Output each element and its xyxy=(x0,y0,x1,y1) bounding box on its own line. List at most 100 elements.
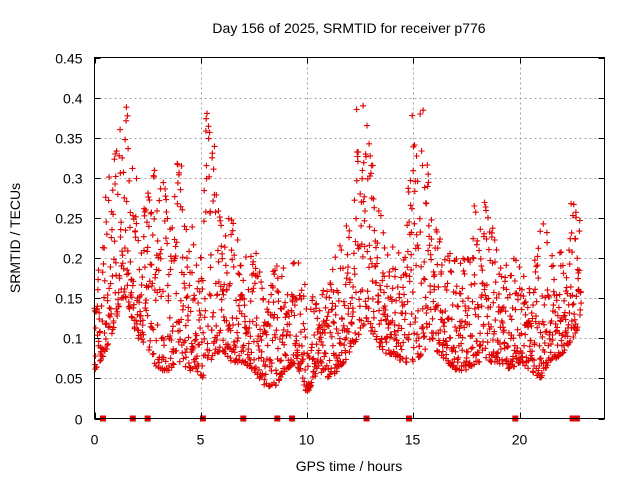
data-point xyxy=(447,335,454,342)
data-point xyxy=(109,273,116,280)
data-point xyxy=(476,341,483,348)
data-point xyxy=(233,297,240,304)
data-point xyxy=(475,349,482,356)
data-point xyxy=(405,189,412,195)
data-point xyxy=(549,337,556,344)
data-point xyxy=(191,295,198,302)
data-point xyxy=(424,162,431,168)
data-point xyxy=(428,256,435,263)
data-point xyxy=(340,322,347,329)
data-point xyxy=(278,273,285,280)
data-point xyxy=(293,296,300,303)
data-point xyxy=(410,167,417,174)
data-point xyxy=(241,296,248,303)
data-point xyxy=(346,234,352,241)
data-point xyxy=(247,360,254,367)
data-point xyxy=(111,156,118,163)
data-point xyxy=(144,244,151,251)
data-point xyxy=(270,299,277,306)
data-point xyxy=(324,288,331,295)
data-point xyxy=(137,308,144,315)
data-point xyxy=(578,300,585,307)
data-point xyxy=(108,310,115,317)
data-point xyxy=(327,329,334,336)
data-point xyxy=(278,369,285,376)
data-point xyxy=(160,288,166,295)
data-point xyxy=(414,331,421,338)
data-point xyxy=(145,194,152,201)
data-point xyxy=(321,326,327,333)
data-point xyxy=(451,344,458,351)
data-point xyxy=(342,349,349,356)
data-point xyxy=(110,324,117,331)
data-point xyxy=(411,188,418,195)
data-point xyxy=(101,244,108,251)
data-point xyxy=(395,322,402,329)
data-point xyxy=(552,328,559,335)
data-point xyxy=(525,365,532,372)
data-point xyxy=(574,255,581,262)
data-point xyxy=(441,319,448,326)
data-point xyxy=(166,314,173,321)
data-point xyxy=(258,337,265,344)
data-point xyxy=(143,307,150,314)
data-point xyxy=(343,223,350,229)
data-point xyxy=(211,350,218,357)
data-point xyxy=(135,327,142,334)
data-point xyxy=(400,339,407,346)
data-point xyxy=(403,359,410,366)
data-point xyxy=(156,286,163,293)
data-point xyxy=(522,362,528,369)
data-point xyxy=(126,303,133,309)
data-point xyxy=(102,194,109,201)
data-point xyxy=(339,316,346,323)
data-point xyxy=(344,251,351,258)
data-point xyxy=(485,214,491,221)
data-point xyxy=(254,338,261,345)
data-point xyxy=(258,348,265,355)
data-point xyxy=(556,291,563,298)
data-point xyxy=(236,271,243,278)
data-point xyxy=(484,339,491,346)
data-point xyxy=(157,250,164,257)
data-point xyxy=(184,293,191,300)
data-point xyxy=(110,211,117,218)
data-point xyxy=(502,274,509,281)
data-point xyxy=(481,199,488,206)
data-point xyxy=(530,369,537,376)
data-point xyxy=(408,251,415,258)
data-point xyxy=(294,352,301,359)
data-point xyxy=(210,166,217,173)
data-point xyxy=(133,220,140,227)
data-point xyxy=(149,232,156,239)
data-point xyxy=(384,313,391,320)
data-point xyxy=(413,231,420,238)
data-point xyxy=(273,327,280,334)
y-tick-label: 0.05 xyxy=(55,371,82,387)
data-point xyxy=(404,264,411,271)
data-point xyxy=(217,283,224,290)
data-point xyxy=(165,271,172,278)
data-point xyxy=(311,308,318,315)
data-point xyxy=(385,347,392,354)
data-point xyxy=(177,336,184,343)
data-point xyxy=(470,255,477,262)
data-point xyxy=(218,296,225,303)
data-point xyxy=(190,344,197,351)
data-point xyxy=(302,366,309,373)
data-point xyxy=(331,364,338,371)
data-point xyxy=(205,123,212,130)
data-point xyxy=(223,317,230,324)
data-point xyxy=(431,283,438,290)
data-point xyxy=(189,223,196,230)
data-point xyxy=(353,106,360,113)
data-point xyxy=(206,347,213,354)
data-point xyxy=(536,320,543,327)
data-point xyxy=(503,262,510,269)
data-point xyxy=(179,349,186,356)
data-point xyxy=(124,267,131,274)
data-point xyxy=(492,317,499,324)
data-point xyxy=(558,249,565,256)
data-point xyxy=(461,270,468,277)
data-point xyxy=(113,148,120,155)
